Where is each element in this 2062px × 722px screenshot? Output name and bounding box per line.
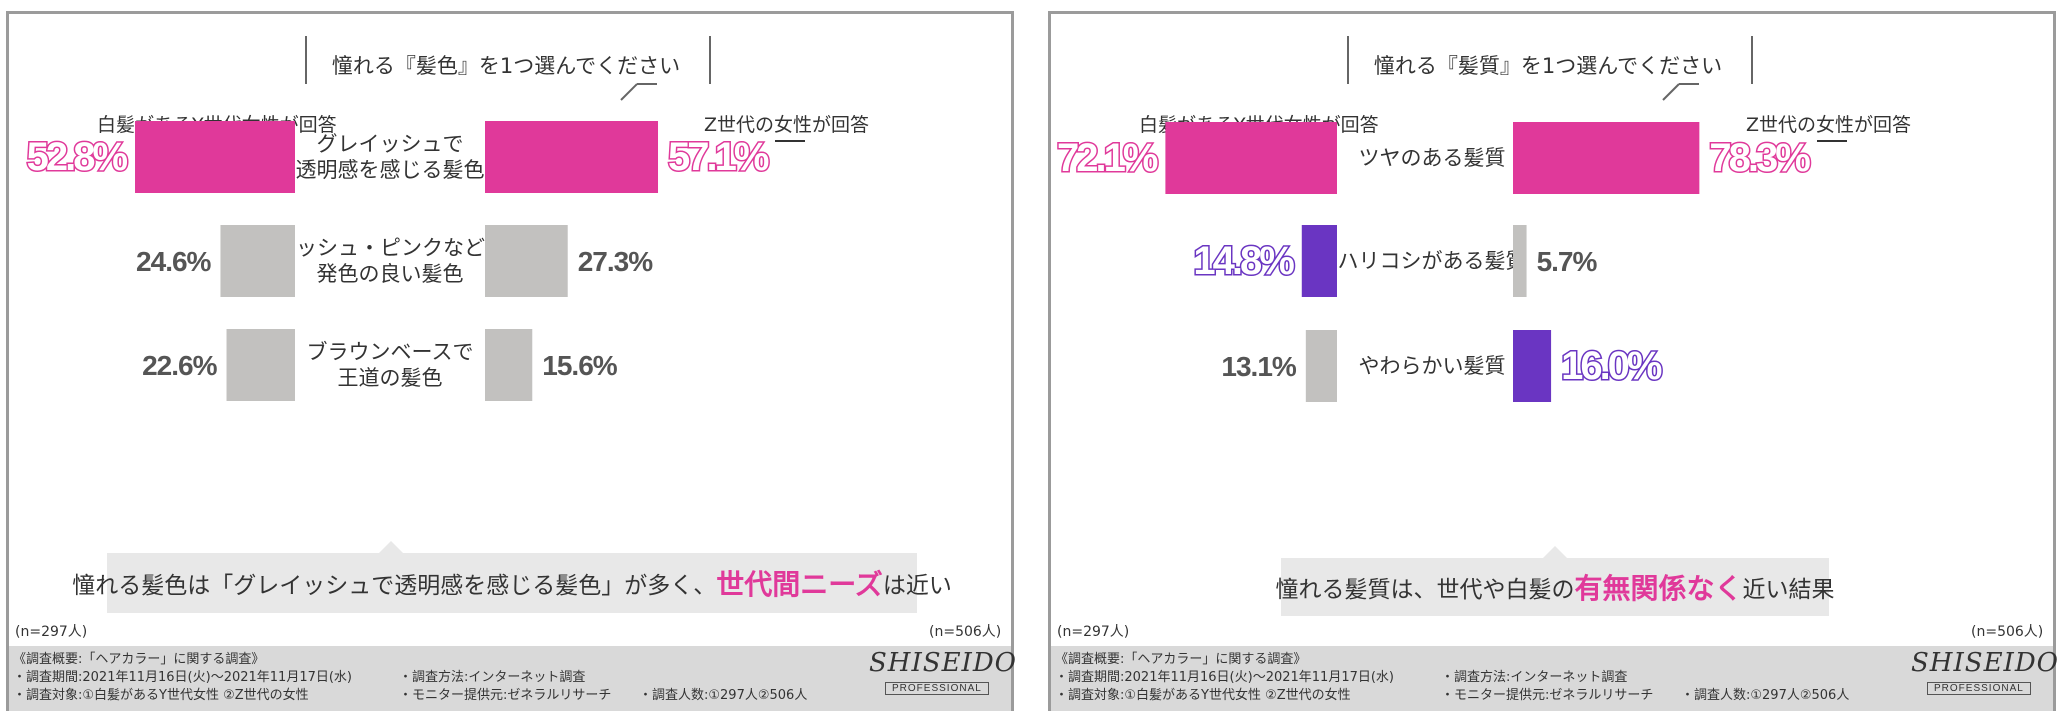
summary-pointer — [379, 541, 403, 553]
footer-period: ・調査期間:2021年11月16日(火)～2021年11月17日(水) — [1055, 670, 1395, 685]
sample-size-right: (n=506人) — [929, 624, 1002, 640]
footer-heading: 《調査概要:「ヘアカラー」に関する調査》 — [1055, 652, 1307, 667]
value-label-right: 16.0% — [1561, 344, 1662, 388]
footer-target: ・調査対象:①白髪があるY世代女性 ②Z世代の女性 — [13, 688, 309, 703]
value-label-left: 52.8% — [27, 135, 128, 179]
bar-left — [1305, 330, 1337, 402]
value-label-left: 13.1% — [1221, 351, 1296, 382]
shiseido-logo: SHISEIDO — [1911, 648, 2059, 678]
bar-chart: ツヤのある髪質 72.1% 78.3% ハリコシがある髪質 14.8% 5.7% やわらかい… — [1055, 83, 1815, 558]
title-frame-tail — [620, 83, 638, 101]
bar-right — [1513, 122, 1700, 194]
category-label: アッシュ・ピンクなど、発色の良い髪色 — [275, 236, 505, 286]
bar-left — [1165, 122, 1337, 194]
bar-left — [135, 121, 295, 193]
category-label: グレイッシュで透明感を感じる髪色 — [296, 132, 485, 182]
summary-banner: 憧れる髪質は、世代や白髪の 有無関係なく 近い結果 — [1276, 558, 1835, 616]
value-label-right: 5.7% — [1537, 246, 1598, 277]
survey-footer: 《調査概要:「ヘアカラー」に関する調査》 ・調査期間:2021年11月16日(火… — [1051, 646, 2058, 711]
logo-subtitle: PROFESSIONAL — [1927, 682, 2031, 695]
logo-subtitle: PROFESSIONAL — [885, 682, 989, 695]
footer-provider: ・モニター提供元:ゼネラルリサーチ — [1441, 688, 1654, 703]
bar-right — [485, 225, 568, 297]
footer-heading: 《調査概要:「ヘアカラー」に関する調査》 — [13, 652, 265, 667]
group-label-right: Z世代の女性が回答 — [1746, 114, 1912, 136]
footer-provider: ・モニター提供元:ゼネラルリサーチ — [399, 688, 612, 703]
category-label: ツヤのある髪質 — [1359, 146, 1506, 170]
title-frame-tail — [1662, 83, 1680, 101]
bar-left — [220, 225, 295, 297]
category-label: ブラウンベースで王道の髪色 — [307, 340, 474, 390]
bar-right — [1513, 330, 1552, 402]
bar-left — [226, 329, 295, 401]
chart-panel-hair-color: 憧れる『髪色』を1つ選んでください 白髪があるY世代女性が回答 Z世代の女性が回… — [6, 11, 1016, 711]
title-frame — [1347, 36, 1753, 84]
summary-text: 憧れる髪色は「グレイッシュで透明感を感じる髪色」が多く、 — [72, 573, 717, 599]
value-label-right: 27.3% — [578, 246, 653, 277]
summary-banner: 憧れる髪色は「グレイッシュで透明感を感じる髪色」が多く、 世代間ニーズ は近い — [72, 553, 952, 613]
bar-right — [1513, 225, 1527, 297]
value-label-right: 78.3% — [1709, 136, 1810, 180]
shiseido-logo: SHISEIDO — [869, 648, 1017, 678]
group-underline-right — [1817, 140, 1847, 142]
group-underline-right — [775, 140, 805, 142]
category-label: やわらかい髪質 — [1359, 354, 1506, 378]
sample-size-right: (n=506人) — [1971, 624, 2044, 640]
footer-count: ・調査人数:①297人②506人 — [1681, 688, 1850, 703]
group-label-right: Z世代の女性が回答 — [704, 114, 870, 136]
bar-right — [485, 329, 533, 401]
value-label-left: 24.6% — [136, 246, 211, 277]
chart-title: 憧れる『髪色』を1つ選んでください — [331, 54, 681, 78]
title-frame — [305, 36, 711, 84]
footer-count: ・調査人数:①297人②506人 — [639, 688, 808, 703]
value-label-left: 72.1% — [1057, 136, 1158, 180]
value-label-left: 22.6% — [142, 350, 217, 381]
footer-method: ・調査方法:インターネット調査 — [399, 670, 586, 685]
bar-right — [485, 121, 659, 193]
sample-size-left: (n=297人) — [15, 624, 88, 640]
value-label-right: 15.6% — [542, 350, 617, 381]
summary-pointer — [1543, 546, 1567, 558]
bar-left — [1301, 225, 1337, 297]
chart-title: 憧れる『髪質』を1つ選んでください — [1373, 54, 1723, 78]
summary-text-end: 近い結果 — [1742, 577, 1835, 603]
summary-text-end: は近い — [882, 573, 952, 599]
value-label-right: 57.1% — [668, 135, 769, 179]
summary-highlight: 有無関係なく — [1574, 572, 1743, 605]
bar-chart: グレイッシュで透明感を感じる髪色 52.8% 57.1% アッシュ・ピンクなど、発色の… — [25, 83, 773, 553]
category-label: ハリコシがある髪質 — [1338, 249, 1527, 273]
summary-text: 憧れる髪質は、世代や白髪の — [1275, 577, 1575, 603]
summary-highlight: 世代間ニーズ — [716, 568, 883, 601]
sample-size-left: (n=297人) — [1057, 624, 1130, 640]
survey-footer: 《調査概要:「ヘアカラー」に関する調査》 ・調査期間:2021年11月16日(火… — [9, 646, 1016, 711]
value-label-left: 14.8% — [1193, 239, 1294, 283]
chart-panel-hair-quality: 憧れる『髪質』を1つ選んでください 白髪があるY世代女性が回答 Z世代の女性が回… — [1048, 11, 2058, 711]
footer-period: ・調査期間:2021年11月16日(火)～2021年11月17日(水) — [13, 670, 353, 685]
footer-method: ・調査方法:インターネット調査 — [1441, 670, 1628, 685]
footer-target: ・調査対象:①白髪があるY世代女性 ②Z世代の女性 — [1055, 688, 1351, 703]
